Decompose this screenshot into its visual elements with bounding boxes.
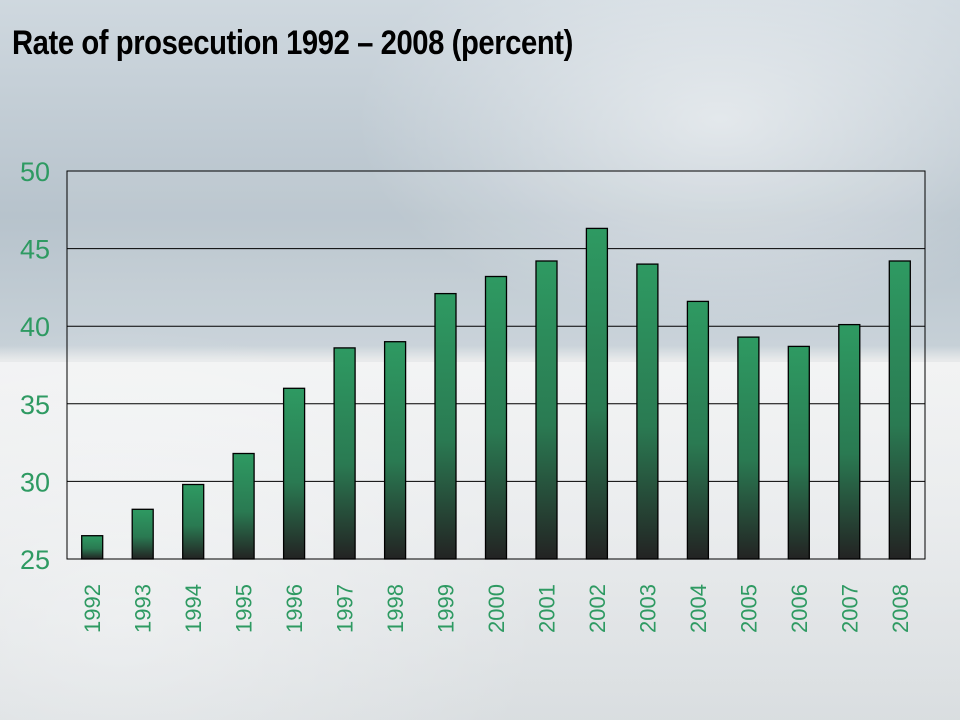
bar-1995	[232, 452, 255, 560]
x-tick-label: 2005	[736, 584, 761, 633]
bar-2005	[737, 336, 760, 560]
chart-title: Rate of prosecution 1992 – 2008 (percent…	[12, 24, 573, 62]
y-axis-ticks: 25 30 35 40 45 50	[20, 157, 50, 575]
bar-1996	[282, 387, 306, 560]
bar-1994	[182, 483, 205, 560]
x-axis-ticks: 1992 1993 1994 1995 1996 1997 1998 1999 2000 2001…	[80, 584, 913, 633]
y-tick-label: 50	[20, 157, 50, 187]
bar-2003	[636, 263, 659, 560]
x-tick-label: 2003	[635, 584, 660, 633]
y-tick-label: 25	[20, 545, 50, 575]
x-tick-label: 1993	[131, 584, 156, 633]
x-tick-label: 2007	[837, 584, 862, 633]
bar-2008	[888, 260, 911, 560]
bar-1992	[81, 535, 104, 560]
x-tick-label: 1992	[80, 584, 105, 633]
x-tick-label: 2004	[686, 584, 711, 633]
y-tick-label: 30	[20, 467, 50, 497]
x-tick-label: 2000	[484, 584, 509, 633]
bar-2001	[535, 260, 558, 560]
bar-2004	[686, 300, 710, 560]
y-tick-label: 35	[20, 390, 50, 420]
x-tick-label: 1998	[383, 584, 408, 633]
bar-2007	[838, 323, 861, 560]
x-tick-label: 2002	[585, 584, 610, 633]
y-tick-label: 45	[20, 235, 50, 265]
x-tick-label: 2008	[888, 584, 913, 633]
x-tick-label: 1996	[282, 584, 307, 633]
x-tick-label: 1997	[333, 584, 358, 633]
bar-1998	[383, 341, 407, 560]
bar-1999	[434, 292, 457, 560]
bar-2006	[787, 345, 810, 560]
bar-2002	[585, 227, 609, 560]
bar-2000	[484, 275, 508, 560]
y-tick-label: 40	[20, 312, 50, 342]
bars	[81, 227, 911, 560]
x-tick-label: 1999	[434, 584, 459, 633]
x-tick-label: 2006	[787, 584, 812, 633]
x-tick-label: 2001	[534, 584, 559, 633]
x-tick-label: 1994	[181, 584, 206, 633]
bar-1997	[333, 347, 356, 560]
bar-1993	[131, 508, 154, 560]
x-tick-label: 1995	[232, 584, 257, 633]
